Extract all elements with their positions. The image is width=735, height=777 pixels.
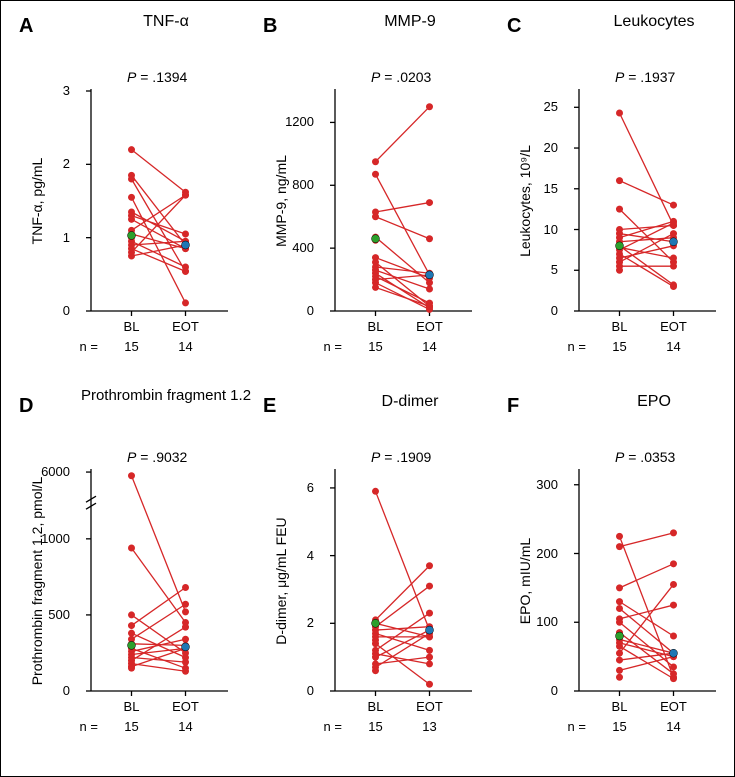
y-tick-label: 6000 <box>28 464 70 479</box>
panel-A: ATNF-αP = .1394TNF-α, pg/mL0123BLEOTn =1… <box>19 21 244 381</box>
y-tick-label: 1000 <box>28 531 70 546</box>
y-tick-label: 200 <box>516 546 558 561</box>
n-value: 15 <box>356 719 396 734</box>
y-axis-label: EPO, mIU/mL <box>517 471 533 691</box>
x-tick-label: BL <box>112 699 152 714</box>
y-tick-label: 0 <box>516 683 558 698</box>
y-tick-label: 500 <box>28 607 70 622</box>
y-tick-label: 10 <box>516 222 558 237</box>
panel-E: ED-dimerP = .1909D-dimer, μg/mL FEU0246B… <box>263 401 488 761</box>
y-tick-label: 100 <box>516 614 558 629</box>
y-tick-label: 0 <box>272 683 314 698</box>
y-tick-label: 20 <box>516 140 558 155</box>
x-tick-label: EOT <box>410 319 450 334</box>
x-tick-label: EOT <box>410 699 450 714</box>
y-tick-label: 5 <box>516 262 558 277</box>
panel-F: FEPOP = .0353EPO, mIU/mL0100200300BLEOTn… <box>507 401 732 761</box>
n-value: 14 <box>166 719 206 734</box>
y-tick-label: 400 <box>272 240 314 255</box>
plot-svg <box>76 461 241 711</box>
panel-title: EPO <box>564 393 735 411</box>
n-equals-label: n = <box>324 339 342 354</box>
y-tick-label: 4 <box>272 548 314 563</box>
n-value: 15 <box>112 719 152 734</box>
plot-svg <box>564 461 729 711</box>
panel-D: DProthrombin fragment 1.2P = .9032Prothr… <box>19 401 244 761</box>
y-tick-label: 800 <box>272 177 314 192</box>
y-axis-label: D-dimer, μg/mL FEU <box>273 471 289 691</box>
n-value: 15 <box>600 719 640 734</box>
panel-label: B <box>263 15 277 38</box>
y-axis-label: TNF-α, pg/mL <box>29 91 45 311</box>
n-equals-label: n = <box>80 719 98 734</box>
x-tick-label: BL <box>356 699 396 714</box>
panel-title: MMP-9 <box>320 13 500 31</box>
n-value: 14 <box>166 339 206 354</box>
y-tick-label: 3 <box>28 83 70 98</box>
panel-B: BMMP-9P = .0203MMP-9, ng/mL04008001200BL… <box>263 21 488 381</box>
panel-title: TNF-α <box>76 13 256 31</box>
panel-C: CLeukocytesP = .1937Leukocytes, 10⁹/L051… <box>507 21 732 381</box>
panel-label: C <box>507 15 521 38</box>
panel-label: F <box>507 395 519 418</box>
panel-title: Leukocytes <box>564 13 735 31</box>
y-axis-label: Leukocytes, 10⁹/L <box>517 91 533 311</box>
y-tick-label: 0 <box>28 303 70 318</box>
panel-title: Prothrombin fragment 1.2 <box>76 387 256 404</box>
y-tick-label: 0 <box>28 683 70 698</box>
y-tick-label: 25 <box>516 99 558 114</box>
x-tick-label: BL <box>600 319 640 334</box>
y-tick-label: 1 <box>28 230 70 245</box>
y-tick-label: 15 <box>516 181 558 196</box>
plot-svg <box>320 461 485 711</box>
y-tick-label: 0 <box>272 303 314 318</box>
n-equals-label: n = <box>324 719 342 734</box>
y-tick-label: 6 <box>272 480 314 495</box>
n-value: 14 <box>410 339 450 354</box>
panel-title: D-dimer <box>320 393 500 411</box>
x-tick-label: EOT <box>654 699 694 714</box>
n-equals-label: n = <box>80 339 98 354</box>
plot-svg <box>76 81 241 331</box>
n-value: 15 <box>356 339 396 354</box>
n-value: 15 <box>112 339 152 354</box>
x-tick-label: EOT <box>654 319 694 334</box>
x-tick-label: BL <box>600 699 640 714</box>
n-value: 13 <box>410 719 450 734</box>
n-value: 15 <box>600 339 640 354</box>
panel-label: E <box>263 395 276 418</box>
panel-label: D <box>19 395 33 418</box>
panel-label: A <box>19 15 33 38</box>
y-tick-label: 2 <box>28 156 70 171</box>
n-value: 14 <box>654 719 694 734</box>
plot-svg <box>564 81 729 331</box>
y-axis-label: Prothrombin fragment 1.2, pmol/L <box>29 471 45 691</box>
x-tick-label: EOT <box>166 319 206 334</box>
y-tick-label: 1200 <box>272 114 314 129</box>
x-tick-label: BL <box>356 319 396 334</box>
n-equals-label: n = <box>568 339 586 354</box>
n-equals-label: n = <box>568 719 586 734</box>
y-tick-label: 300 <box>516 477 558 492</box>
y-tick-label: 0 <box>516 303 558 318</box>
x-tick-label: EOT <box>166 699 206 714</box>
plot-svg <box>320 81 485 331</box>
x-tick-label: BL <box>112 319 152 334</box>
y-tick-label: 2 <box>272 615 314 630</box>
n-value: 14 <box>654 339 694 354</box>
